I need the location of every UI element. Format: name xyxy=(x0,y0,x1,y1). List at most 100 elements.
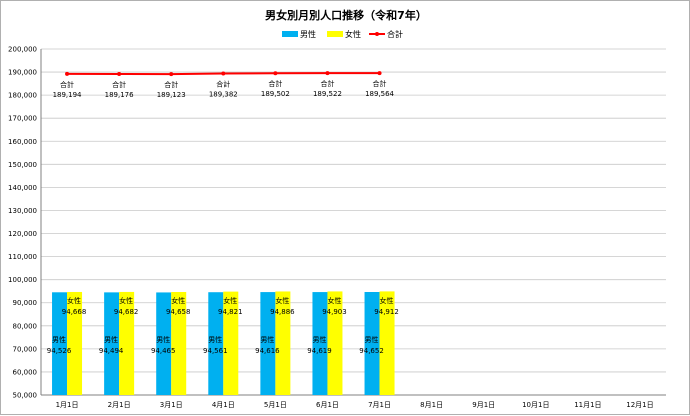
y-tick-label: 190,000 xyxy=(8,69,37,77)
y-axis-ticks: 50,000 60,000 70,000 80,000 90,000 100,000 110… xyxy=(8,46,37,400)
x-tick-label: 2月1日 xyxy=(108,401,131,409)
label-male-prefix: 男性 xyxy=(156,335,170,344)
x-tick-label: 5月1日 xyxy=(264,401,287,409)
y-tick-label: 90,000 xyxy=(13,299,38,307)
chart-title: 男女別月別人口推移（令和7年） xyxy=(265,8,427,22)
y-tick-label: 80,000 xyxy=(13,322,38,330)
label-male-value: 94,616 xyxy=(255,347,280,355)
y-tick-label: 60,000 xyxy=(13,368,38,376)
legend-swatch-female xyxy=(327,31,343,37)
label-female-value: 94,912 xyxy=(374,308,399,316)
label-female-value: 94,668 xyxy=(62,308,87,316)
label-total-prefix: 合計 xyxy=(164,80,178,89)
total-point xyxy=(117,71,122,76)
y-tick-label: 200,000 xyxy=(8,46,37,54)
y-tick-label: 100,000 xyxy=(8,276,37,284)
x-tick-label: 3月1日 xyxy=(160,401,183,409)
y-tick-label: 140,000 xyxy=(8,184,37,192)
label-total-prefix: 合計 xyxy=(373,79,387,88)
legend: 男性 女性 合計 xyxy=(282,29,403,39)
label-male-prefix: 男性 xyxy=(208,335,222,344)
label-female-prefix: 女性 xyxy=(223,296,237,305)
legend-label-male: 男性 xyxy=(300,29,316,39)
data-labels: 男性 94,526 女性 94,668 男性 94,494 女性 94,682 男性 94,465… xyxy=(47,79,399,355)
y-tick-label: 130,000 xyxy=(8,207,37,215)
x-tick-label: 1月1日 xyxy=(56,401,79,409)
label-total-value: 189,382 xyxy=(209,90,238,98)
label-total-prefix: 合計 xyxy=(216,79,230,88)
bar-female xyxy=(327,291,343,395)
label-female-prefix: 女性 xyxy=(67,296,81,305)
legend-label-total: 合計 xyxy=(387,29,403,39)
total-line xyxy=(65,71,382,77)
y-tick-label: 50,000 xyxy=(13,392,38,400)
label-female-value: 94,658 xyxy=(166,308,191,316)
label-female-value: 94,886 xyxy=(270,308,295,316)
label-total-value: 189,176 xyxy=(105,91,134,99)
bar-female xyxy=(223,291,239,395)
x-tick-label: 9月1日 xyxy=(472,401,495,409)
bar-male xyxy=(52,292,68,395)
label-female-prefix: 女性 xyxy=(275,296,289,305)
x-tick-label: 6月1日 xyxy=(316,401,339,409)
y-tick-label: 110,000 xyxy=(8,253,37,261)
label-total-prefix: 合計 xyxy=(112,80,126,89)
bar-female xyxy=(171,291,187,395)
label-male-value: 94,619 xyxy=(307,347,332,355)
label-female-value: 94,682 xyxy=(114,308,139,316)
bar-female xyxy=(119,291,135,395)
y-tick-label: 170,000 xyxy=(8,115,37,123)
label-total-value: 189,564 xyxy=(365,90,394,98)
label-total-value: 189,502 xyxy=(261,90,290,98)
bars xyxy=(52,291,395,395)
y-tick-label: 150,000 xyxy=(8,161,37,169)
label-male-value: 94,494 xyxy=(99,347,124,355)
total-point xyxy=(221,71,226,76)
label-male-value: 94,652 xyxy=(359,347,384,355)
total-point xyxy=(273,71,278,76)
x-tick-label: 4月1日 xyxy=(212,401,235,409)
label-female-prefix: 女性 xyxy=(171,296,185,305)
x-tick-label: 8月1日 xyxy=(420,401,443,409)
x-tick-label: 12月1日 xyxy=(626,401,653,409)
label-female-value: 94,903 xyxy=(322,308,347,316)
bar-female xyxy=(67,291,83,395)
x-tick-label: 7月1日 xyxy=(368,401,391,409)
x-tick-label: 11月1日 xyxy=(574,401,601,409)
label-male-prefix: 男性 xyxy=(365,335,379,344)
label-total-prefix: 合計 xyxy=(320,79,334,88)
label-total-value: 189,123 xyxy=(157,91,186,99)
x-tick-label: 10月1日 xyxy=(522,401,549,409)
label-total-prefix: 合計 xyxy=(268,79,282,88)
label-male-prefix: 男性 xyxy=(260,335,274,344)
label-female-value: 94,821 xyxy=(218,308,243,316)
label-male-value: 94,561 xyxy=(203,347,228,355)
label-male-value: 94,526 xyxy=(47,347,72,355)
bar-male xyxy=(104,292,120,395)
y-tick-label: 120,000 xyxy=(8,230,37,238)
label-male-prefix: 男性 xyxy=(312,335,326,344)
bar-male xyxy=(208,292,224,395)
label-female-prefix: 女性 xyxy=(380,296,394,305)
total-point xyxy=(377,71,382,76)
label-male-prefix: 男性 xyxy=(52,335,66,344)
bar-male xyxy=(312,292,328,395)
y-tick-label: 180,000 xyxy=(8,92,37,100)
label-female-prefix: 女性 xyxy=(327,296,341,305)
total-point xyxy=(65,71,70,76)
y-tick-label: 160,000 xyxy=(8,138,37,146)
label-total-prefix: 合計 xyxy=(60,80,74,89)
label-total-value: 189,522 xyxy=(313,90,342,98)
bar-male xyxy=(364,292,380,395)
label-male-value: 94,465 xyxy=(151,347,176,355)
label-female-prefix: 女性 xyxy=(119,296,133,305)
total-point xyxy=(325,71,330,76)
x-axis-ticks: 1月1日 2月1日 3月1日 4月1日 5月1日 6月1日 7月1日 8月1日 9月1日 10月1… xyxy=(56,401,654,409)
label-male-prefix: 男性 xyxy=(104,335,118,344)
legend-marker-total xyxy=(375,32,379,36)
bar-female xyxy=(275,291,291,395)
bar-female xyxy=(379,291,395,395)
label-total-value: 189,194 xyxy=(53,91,82,99)
